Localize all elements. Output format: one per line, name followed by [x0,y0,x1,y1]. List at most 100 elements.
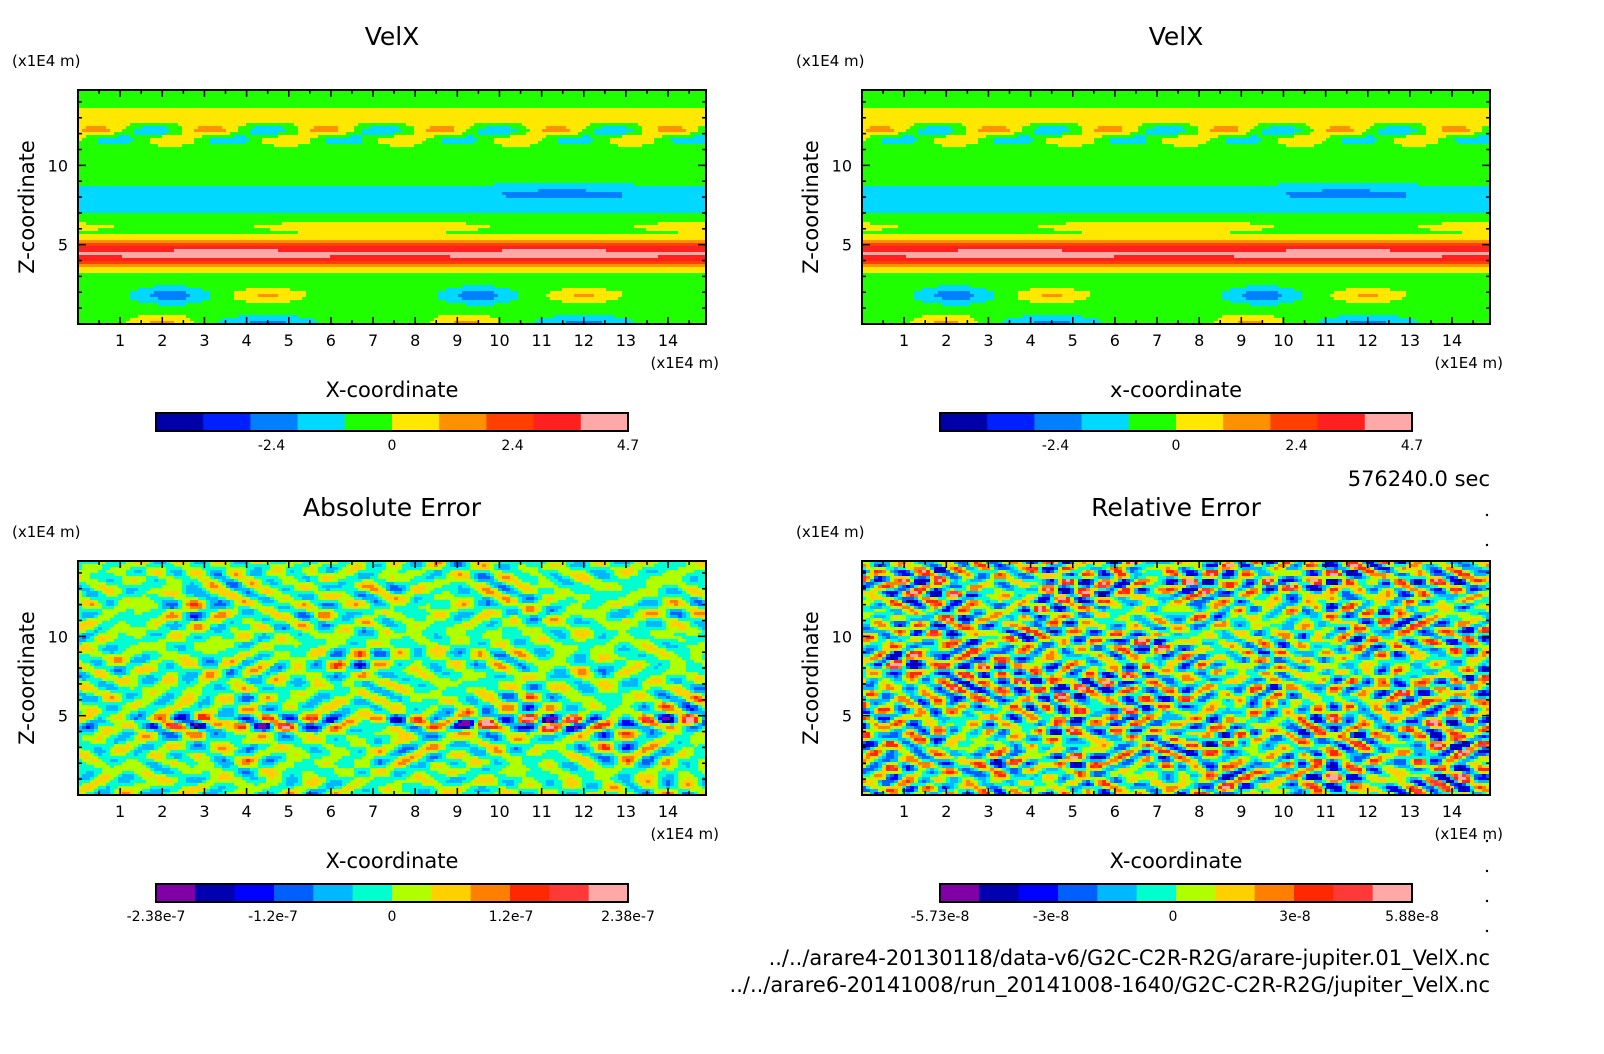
x-tick-label: 1 [115,331,125,350]
heatmap-cell [274,624,290,627]
heatmap-cell [114,615,158,618]
heatmap-cell [174,705,182,708]
heatmap-cell [682,681,694,684]
heatmap-cell [470,567,478,570]
heatmap-cell [650,693,654,696]
heatmap-cell [222,669,226,672]
heatmap-cell [98,687,106,690]
heatmap-cell [866,138,882,141]
heatmap-cell [366,639,390,642]
heatmap-cell [574,597,590,600]
heatmap-cell [226,732,234,735]
heatmap-cell [634,567,642,570]
heatmap-cell [266,666,270,669]
heatmap-cell [302,720,306,723]
heatmap-cell [374,663,386,666]
heatmap-cell [1462,231,1490,234]
heatmap-cell [1034,132,1062,135]
heatmap-cell [290,603,294,606]
heatmap-cell [466,708,470,711]
heatmap-cell [486,732,490,735]
heatmap-cell [386,579,410,582]
heatmap-cell [570,576,574,579]
heatmap-cell [262,678,266,681]
heatmap-cell [278,600,310,603]
heatmap-cell [322,702,330,705]
heatmap-cell [862,198,1490,201]
heatmap-cell [490,564,494,567]
heatmap-cell [494,642,506,645]
heatmap-cell [354,666,358,669]
heatmap-cell [666,681,674,684]
heatmap-cell [474,576,478,579]
heatmap-cell [590,702,594,705]
heatmap-cell [1334,291,1406,294]
heatmap-cell [454,129,466,132]
heatmap-cell [570,663,626,666]
heatmap-cell [450,642,470,645]
heatmap-cell [150,294,190,297]
heatmap-cell [106,657,114,660]
heatmap-cell [506,645,514,648]
heatmap-cell [250,693,258,696]
heatmap-cell [686,129,698,132]
heatmap-cell [162,633,166,636]
heatmap-cell [446,300,510,303]
heatmap-cell [1094,129,1122,132]
heatmap-cell [210,699,214,702]
heatmap-cell [318,624,322,627]
heatmap-cell [126,570,134,573]
heatmap-cell [398,714,406,717]
heatmap-cell [562,564,566,567]
heatmap-cell [278,135,318,138]
heatmap-cell [570,129,582,132]
heatmap-cell [510,132,526,135]
heatmap-cell [466,129,478,132]
heatmap-cell [234,672,238,675]
heatmap-cell [538,591,554,594]
heatmap-cell [274,615,290,618]
heatmap-cell [414,624,418,627]
heatmap-cell [570,567,610,570]
heatmap-cell [370,717,382,720]
heatmap-cell [134,726,138,729]
heatmap-cell [642,717,650,720]
heatmap-cell [82,591,86,594]
heatmap-cell [634,603,638,606]
heatmap-cell [366,687,370,690]
heatmap-cell [214,678,218,681]
heatmap-cell [1254,126,1270,129]
heatmap-cell [78,309,706,312]
heatmap-cell [222,705,238,708]
heatmap-cell [314,720,318,723]
heatmap-cell [466,660,474,663]
heatmap-cell [462,561,466,564]
heatmap-cell [466,582,486,585]
heatmap-cell [686,600,690,603]
heatmap-cell [682,702,690,705]
heatmap-cell [346,717,358,720]
heatmap-cell [114,678,130,681]
heatmap-cell [638,624,646,627]
heatmap-cell [402,729,406,732]
heatmap-cell [262,711,302,714]
heatmap-cell [698,723,702,726]
heatmap-cell [570,633,574,636]
heatmap-cell [862,177,1490,180]
heatmap-cell [1138,129,1146,132]
heatmap-cell [578,732,590,735]
heatmap-cell [182,735,186,738]
heatmap-cell [386,591,390,594]
heatmap-cell [86,708,98,711]
heatmap-cell [518,711,534,714]
heatmap-cell [358,693,370,696]
heatmap-cell [82,663,90,666]
heatmap-cell [418,624,430,627]
heatmap-cell [178,594,186,597]
heatmap-cell [470,624,478,627]
heatmap-cell [610,657,626,660]
heatmap-cell [194,129,226,132]
heatmap-cell [298,723,306,726]
heatmap-cell [206,726,210,729]
colorbar-swatch [1317,413,1366,431]
